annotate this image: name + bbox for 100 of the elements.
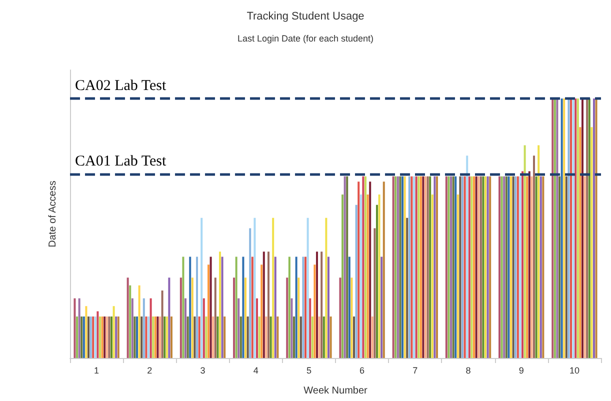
bar [170, 316, 172, 358]
bar [422, 176, 424, 358]
bar [466, 156, 468, 358]
bar [150, 298, 152, 358]
bar [249, 228, 252, 358]
bar [413, 176, 415, 358]
bar [293, 316, 296, 358]
bar [339, 278, 342, 358]
bar [240, 316, 242, 358]
bar [182, 256, 184, 358]
bar [459, 176, 462, 358]
bar [235, 256, 238, 358]
bar [408, 176, 410, 358]
bar [374, 228, 376, 358]
bar [288, 256, 290, 358]
bar [267, 252, 270, 358]
bar [535, 176, 538, 358]
bar [322, 316, 325, 358]
bar [327, 256, 330, 358]
bar [186, 316, 189, 358]
bar [512, 176, 514, 358]
bar [148, 316, 150, 358]
x-tick-label: 10 [569, 366, 580, 376]
bar [180, 278, 182, 358]
bar [260, 264, 263, 358]
bar [468, 176, 470, 358]
bar [542, 176, 544, 358]
x-tick-label: 3 [200, 366, 206, 376]
bar [256, 298, 258, 358]
bar [262, 252, 265, 358]
bar [246, 316, 249, 358]
bar [560, 98, 563, 358]
bar [295, 256, 298, 358]
bar [270, 316, 272, 358]
bar [134, 316, 136, 358]
bar [426, 176, 429, 358]
bar [482, 176, 484, 358]
bar [309, 298, 312, 358]
x-tick-label: 6 [360, 366, 365, 376]
x-tick-label: 2 [147, 366, 152, 376]
bar [369, 182, 372, 358]
bar [216, 316, 219, 358]
bar [429, 176, 432, 358]
bar [595, 98, 598, 358]
bar [316, 252, 318, 358]
bar [475, 176, 478, 358]
bar [528, 171, 530, 358]
bar [592, 98, 595, 358]
bar [306, 218, 309, 358]
bar [168, 278, 170, 358]
bar [129, 285, 132, 358]
bar [486, 176, 489, 358]
bar [445, 176, 448, 358]
x-tick-label: 7 [412, 366, 418, 376]
bar [74, 298, 76, 358]
bar [210, 256, 212, 358]
bar [568, 98, 570, 358]
bar [156, 316, 159, 358]
bar [382, 182, 385, 358]
bar [489, 176, 492, 358]
bar [399, 176, 402, 358]
bar [330, 316, 332, 358]
bar [532, 156, 535, 358]
bar [508, 176, 510, 358]
bar [242, 256, 244, 358]
bar [142, 298, 145, 358]
x-tick-label: 5 [306, 366, 312, 376]
bar [579, 127, 582, 358]
y-axis-title: Date of Access [48, 180, 58, 248]
bar [392, 176, 394, 358]
bar [565, 176, 568, 358]
x-tick-label: 9 [518, 366, 524, 376]
bar [366, 194, 369, 358]
bar [233, 278, 236, 358]
bar [380, 256, 383, 358]
bar [415, 176, 418, 358]
bar [286, 278, 288, 358]
bar [353, 316, 356, 358]
bar [320, 252, 323, 358]
bar [454, 176, 457, 358]
bar [342, 194, 344, 358]
bar [540, 176, 542, 358]
bar [200, 218, 203, 358]
bar [581, 98, 584, 358]
bar [572, 98, 574, 358]
bar [302, 256, 304, 358]
bar [196, 256, 198, 358]
x-tick-label: 4 [253, 366, 258, 376]
chart-subtitle: Last Login Date (for each student) [237, 34, 374, 44]
bar [522, 171, 524, 358]
x-tick-label: 1 [94, 366, 100, 376]
bar [194, 316, 196, 358]
bar [221, 256, 224, 358]
bar [376, 204, 378, 358]
bar [526, 176, 528, 358]
bar [207, 264, 210, 358]
bar [189, 256, 192, 358]
bar [214, 278, 216, 358]
bar [254, 218, 256, 358]
bar [360, 194, 362, 358]
